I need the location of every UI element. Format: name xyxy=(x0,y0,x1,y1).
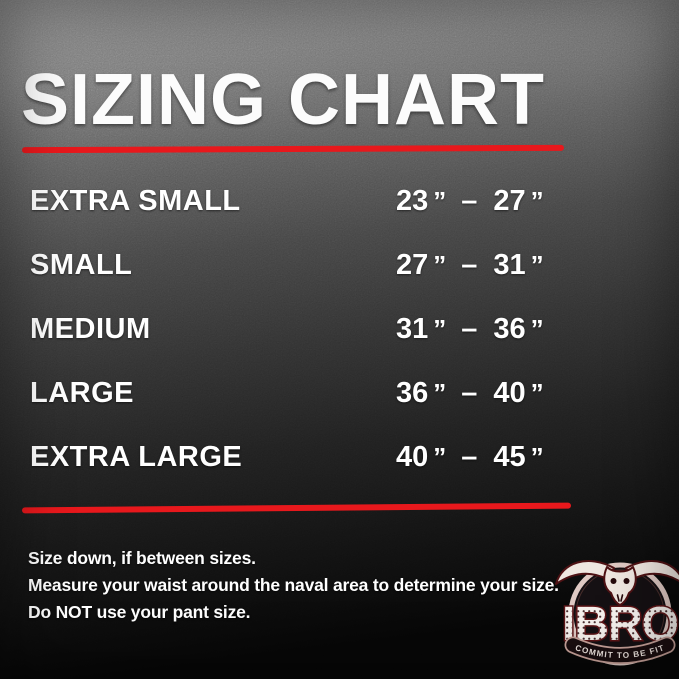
note-line: Measure your waist around the naval area… xyxy=(28,575,559,595)
size-row-small: SMALL 27 ” – 31 ” xyxy=(0,248,679,282)
range-dash: – xyxy=(461,249,478,281)
inch-mark: ” xyxy=(433,250,447,280)
waist-min: 27 xyxy=(396,249,429,281)
waist-range: 31 ” – 36 ” xyxy=(396,312,544,346)
note-line: Size down, if between sizes. xyxy=(28,548,256,568)
waist-range: 40 ” – 45 ” xyxy=(396,440,544,474)
size-label: EXTRA LARGE xyxy=(30,441,243,473)
inch-mark: ” xyxy=(530,250,544,280)
bull-skull-icon xyxy=(555,560,679,606)
page-title: SIZING CHART xyxy=(21,60,545,140)
logo-banner: COMMIT TO BE FIT xyxy=(564,636,676,664)
waist-max: 45 xyxy=(493,441,526,473)
brand-logo: IBRO IBRO COMMIT TO BE FIT xyxy=(555,560,679,666)
inch-mark: ” xyxy=(530,314,544,344)
waist-max: 31 xyxy=(493,249,526,281)
waist-max: 40 xyxy=(493,377,526,409)
size-label: SMALL xyxy=(30,249,133,281)
size-label: EXTRA SMALL xyxy=(30,185,241,217)
range-dash: – xyxy=(461,441,478,473)
inch-mark: ” xyxy=(433,442,447,472)
size-row-large: LARGE 36 ” – 40 ” xyxy=(0,376,679,410)
range-dash: – xyxy=(461,377,478,409)
size-label: LARGE xyxy=(30,377,134,409)
waist-range: 27 ” – 31 ” xyxy=(396,248,544,282)
size-row-medium: MEDIUM 31 ” – 36 ” xyxy=(0,312,679,346)
waist-min: 40 xyxy=(396,441,429,473)
inch-mark: ” xyxy=(433,378,447,408)
size-row-extra-small: EXTRA SMALL 23 ” – 27 ” xyxy=(0,184,679,218)
waist-max: 36 xyxy=(493,313,526,345)
sizing-notes: Size down, if between sizes. Measure you… xyxy=(28,545,559,626)
size-row-extra-large: EXTRA LARGE 40 ” – 45 ” xyxy=(0,440,679,474)
waist-range: 36 ” – 40 ” xyxy=(396,376,544,410)
inch-mark: ” xyxy=(530,378,544,408)
note-line: Do NOT use your pant size. xyxy=(28,602,251,622)
waist-min: 31 xyxy=(396,313,429,345)
waist-min: 36 xyxy=(396,377,429,409)
size-label: MEDIUM xyxy=(30,313,151,345)
waist-max: 27 xyxy=(493,185,526,217)
waist-range: 23 ” – 27 ” xyxy=(396,184,544,218)
waist-min: 23 xyxy=(396,185,429,217)
inch-mark: ” xyxy=(433,186,447,216)
inch-mark: ” xyxy=(530,186,544,216)
inch-mark: ” xyxy=(433,314,447,344)
range-dash: – xyxy=(461,313,478,345)
range-dash: – xyxy=(461,185,478,217)
inch-mark: ” xyxy=(530,442,544,472)
